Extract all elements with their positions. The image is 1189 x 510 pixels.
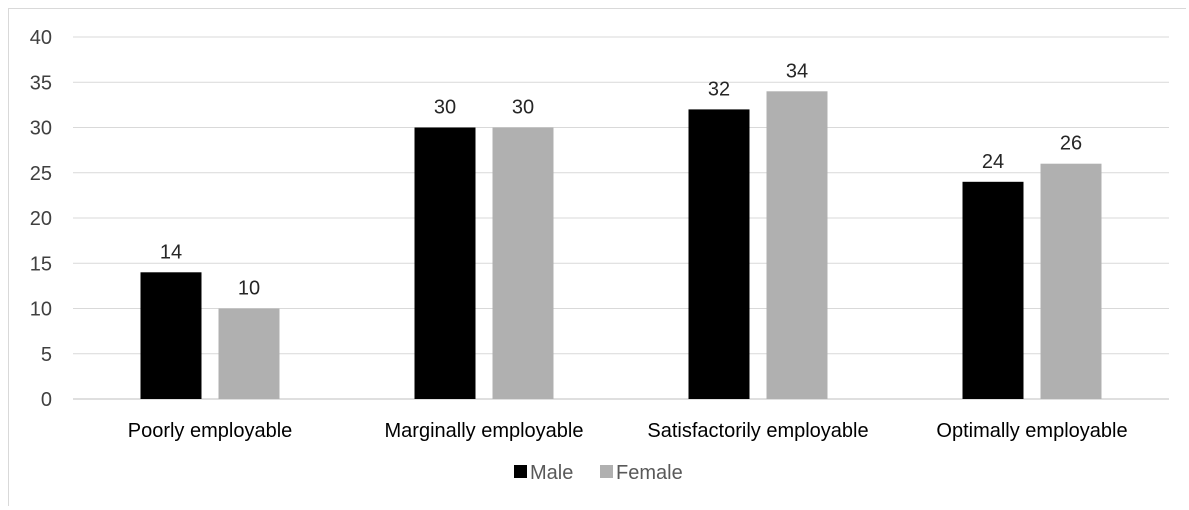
y-tick-label: 0	[41, 389, 52, 411]
bar-male	[688, 109, 750, 400]
bar-male	[962, 181, 1024, 399]
bar-female	[492, 127, 554, 399]
data-label: 30	[434, 97, 456, 119]
y-tick-label: 10	[30, 299, 52, 321]
y-tick-label: 15	[30, 253, 52, 275]
data-label: 34	[786, 60, 808, 82]
y-tick-label: 35	[30, 72, 52, 94]
legend-swatch-female	[600, 465, 613, 478]
legend-swatch-male	[514, 465, 527, 478]
bar-female	[1040, 163, 1102, 399]
legend-label-female: Female	[616, 462, 683, 484]
data-label: 30	[512, 97, 534, 119]
y-tick-label: 25	[30, 163, 52, 185]
data-label: 26	[1060, 133, 1082, 155]
y-tick-label: 30	[30, 118, 52, 140]
y-tick-label: 20	[30, 208, 52, 230]
category-label: Optimally employable	[936, 420, 1127, 442]
data-label: 10	[238, 278, 260, 300]
chart-frame	[8, 8, 1186, 506]
x-axis: Poorly employable Marginally employable Sa…	[128, 420, 1128, 442]
bar-female	[766, 91, 828, 400]
y-axis: 0 5 10 15 20 25 30 35 40	[30, 27, 52, 411]
data-label: 14	[160, 241, 182, 263]
category-label: Poorly employable	[128, 420, 293, 442]
bars	[140, 91, 1102, 400]
bar-male	[140, 272, 202, 399]
bar-female	[218, 308, 280, 399]
category-label: Satisfactorily employable	[647, 420, 868, 442]
bar-male	[414, 127, 476, 399]
legend-label-male: Male	[530, 462, 573, 484]
category-label: Marginally employable	[385, 420, 584, 442]
data-label: 24	[982, 151, 1004, 173]
data-labels: 14 10 30 30 32 34 24 26	[160, 60, 1082, 299]
legend: Male Female	[514, 462, 683, 484]
y-tick-label: 40	[30, 27, 52, 49]
y-tick-label: 5	[41, 344, 52, 366]
data-label: 32	[708, 78, 730, 100]
